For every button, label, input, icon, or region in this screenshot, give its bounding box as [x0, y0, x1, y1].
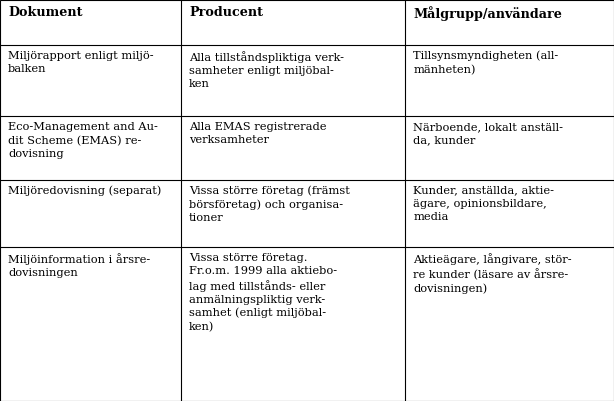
Text: Målgrupp/användare: Målgrupp/användare	[413, 6, 562, 21]
Text: Miljörapport enligt miljö-
balken: Miljörapport enligt miljö- balken	[8, 51, 154, 74]
Text: Vissa större företag.
Fr.o.m. 1999 alla aktiebo-
lag med tillstånds- eller
anmäl: Vissa större företag. Fr.o.m. 1999 alla …	[189, 253, 337, 332]
Text: Aktieägare, långivare, stör-
re kunder (läsare av årsre-
dovisningen): Aktieägare, långivare, stör- re kunder (…	[413, 253, 572, 294]
Text: Närboende, lokalt anställ-
da, kunder: Närboende, lokalt anställ- da, kunder	[413, 122, 563, 145]
Text: Producent: Producent	[189, 6, 263, 19]
Text: Dokument: Dokument	[8, 6, 82, 19]
Text: Alla EMAS registrerade
verksamheter: Alla EMAS registrerade verksamheter	[189, 122, 327, 145]
Text: Eco-Management and Au-
dit Scheme (EMAS) re-
dovisning: Eco-Management and Au- dit Scheme (EMAS)…	[8, 122, 158, 159]
Text: Alla tillståndspliktiga verk-
samheter enligt miljöbal-
ken: Alla tillståndspliktiga verk- samheter e…	[189, 51, 344, 89]
Text: Miljöredovisning (separat): Miljöredovisning (separat)	[8, 186, 161, 196]
Text: Miljöinformation i årsre-
dovisningen: Miljöinformation i årsre- dovisningen	[8, 253, 150, 278]
Text: Tillsynsmyndigheten (all-
mänheten): Tillsynsmyndigheten (all- mänheten)	[413, 51, 559, 75]
Text: Vissa större företag (främst
börsföretag) och organisa-
tioner: Vissa större företag (främst börsföretag…	[189, 186, 350, 223]
Text: Kunder, anställda, aktie-
ägare, opinionsbildare,
media: Kunder, anställda, aktie- ägare, opinion…	[413, 186, 554, 222]
